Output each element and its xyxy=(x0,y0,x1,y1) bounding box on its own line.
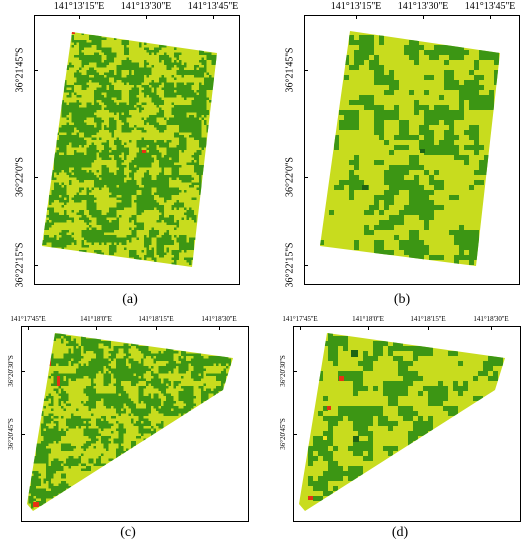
yellow-pixel xyxy=(323,436,327,440)
lat-tick xyxy=(34,265,38,266)
lon-tick xyxy=(28,326,29,330)
classified-map-c xyxy=(27,333,233,511)
lon-label: 141°17'45''E xyxy=(10,315,46,323)
lon-tick xyxy=(428,326,429,330)
classified-map-a xyxy=(42,32,217,267)
lat-tick xyxy=(293,371,297,372)
vegetation-cells xyxy=(320,35,499,265)
lon-tick xyxy=(156,326,157,330)
red-pixel xyxy=(71,32,75,34)
classified-map-d xyxy=(299,333,505,511)
panel-caption-d: (d) xyxy=(391,525,409,540)
lon-label: 141°18'15''E xyxy=(138,315,174,323)
lat-tick xyxy=(304,177,308,178)
lon-tick xyxy=(368,326,369,330)
lon-tick xyxy=(79,15,80,19)
lon-label: 141°18'0''E xyxy=(352,315,384,323)
dark-patch xyxy=(362,185,368,190)
lat-tick xyxy=(34,177,38,178)
lon-tick xyxy=(219,326,220,330)
lat-tick xyxy=(21,371,25,372)
lat-label: 36°21'45''S xyxy=(284,47,296,93)
lon-tick xyxy=(96,326,97,330)
lon-label: 141°13'45''E xyxy=(464,1,516,12)
lat-tick xyxy=(304,265,308,266)
lon-label: 141°13'30''E xyxy=(120,1,172,12)
lat-label: 36°20'45''S xyxy=(279,418,287,450)
lon-label: 141°17'45''E xyxy=(282,315,318,323)
red-pixel xyxy=(339,376,344,381)
panel-caption-b: (b) xyxy=(393,292,411,307)
dark-patch xyxy=(420,149,425,153)
lon-label: 141°18'30''E xyxy=(473,315,509,323)
red-pixel xyxy=(47,342,51,366)
lon-label: 141°13'30''E xyxy=(397,1,449,12)
vegetation-cells xyxy=(308,333,503,501)
panel-caption-c: (c) xyxy=(120,525,136,540)
lat-label: 36°22'0''S xyxy=(284,157,296,197)
lat-tick xyxy=(293,434,297,435)
lat-label: 36°22'15''S xyxy=(14,242,26,288)
dark-patch xyxy=(351,350,358,357)
lat-tick xyxy=(21,434,25,435)
lat-label: 36°20'45''S xyxy=(7,418,15,450)
lon-label: 141°18'15''E xyxy=(410,315,446,323)
lat-label: 36°21'45''S xyxy=(14,47,26,93)
lon-tick xyxy=(213,15,214,19)
lat-label: 36°20'30''S xyxy=(279,355,287,387)
lat-label: 36°20'30''S xyxy=(7,355,15,387)
dark-patch xyxy=(353,436,359,442)
classified-map-b xyxy=(320,31,500,266)
lon-label: 141°18'30''E xyxy=(201,315,237,323)
lon-tick xyxy=(146,15,147,19)
lat-label: 36°22'0''S xyxy=(14,157,26,197)
red-pixel xyxy=(327,406,331,410)
lat-tick xyxy=(304,70,308,71)
lon-label: 141°18'0''E xyxy=(80,315,112,323)
lat-label: 36°22'15''S xyxy=(284,242,296,288)
lon-label: 141°13'15''E xyxy=(330,1,382,12)
vegetation-cells xyxy=(42,32,217,265)
lon-label: 141°13'45''E xyxy=(187,1,239,12)
panel-caption-a: (a) xyxy=(122,292,138,307)
lon-tick xyxy=(490,15,491,19)
red-pixel xyxy=(308,496,313,500)
lon-tick xyxy=(356,15,357,19)
lon-tick xyxy=(423,15,424,19)
red-pixel xyxy=(142,150,146,153)
lon-label: 141°13'15''E xyxy=(53,1,105,12)
lon-tick xyxy=(300,326,301,330)
lon-tick xyxy=(491,326,492,330)
red-pixel xyxy=(57,376,60,386)
red-pixel xyxy=(33,502,39,507)
lat-tick xyxy=(34,70,38,71)
